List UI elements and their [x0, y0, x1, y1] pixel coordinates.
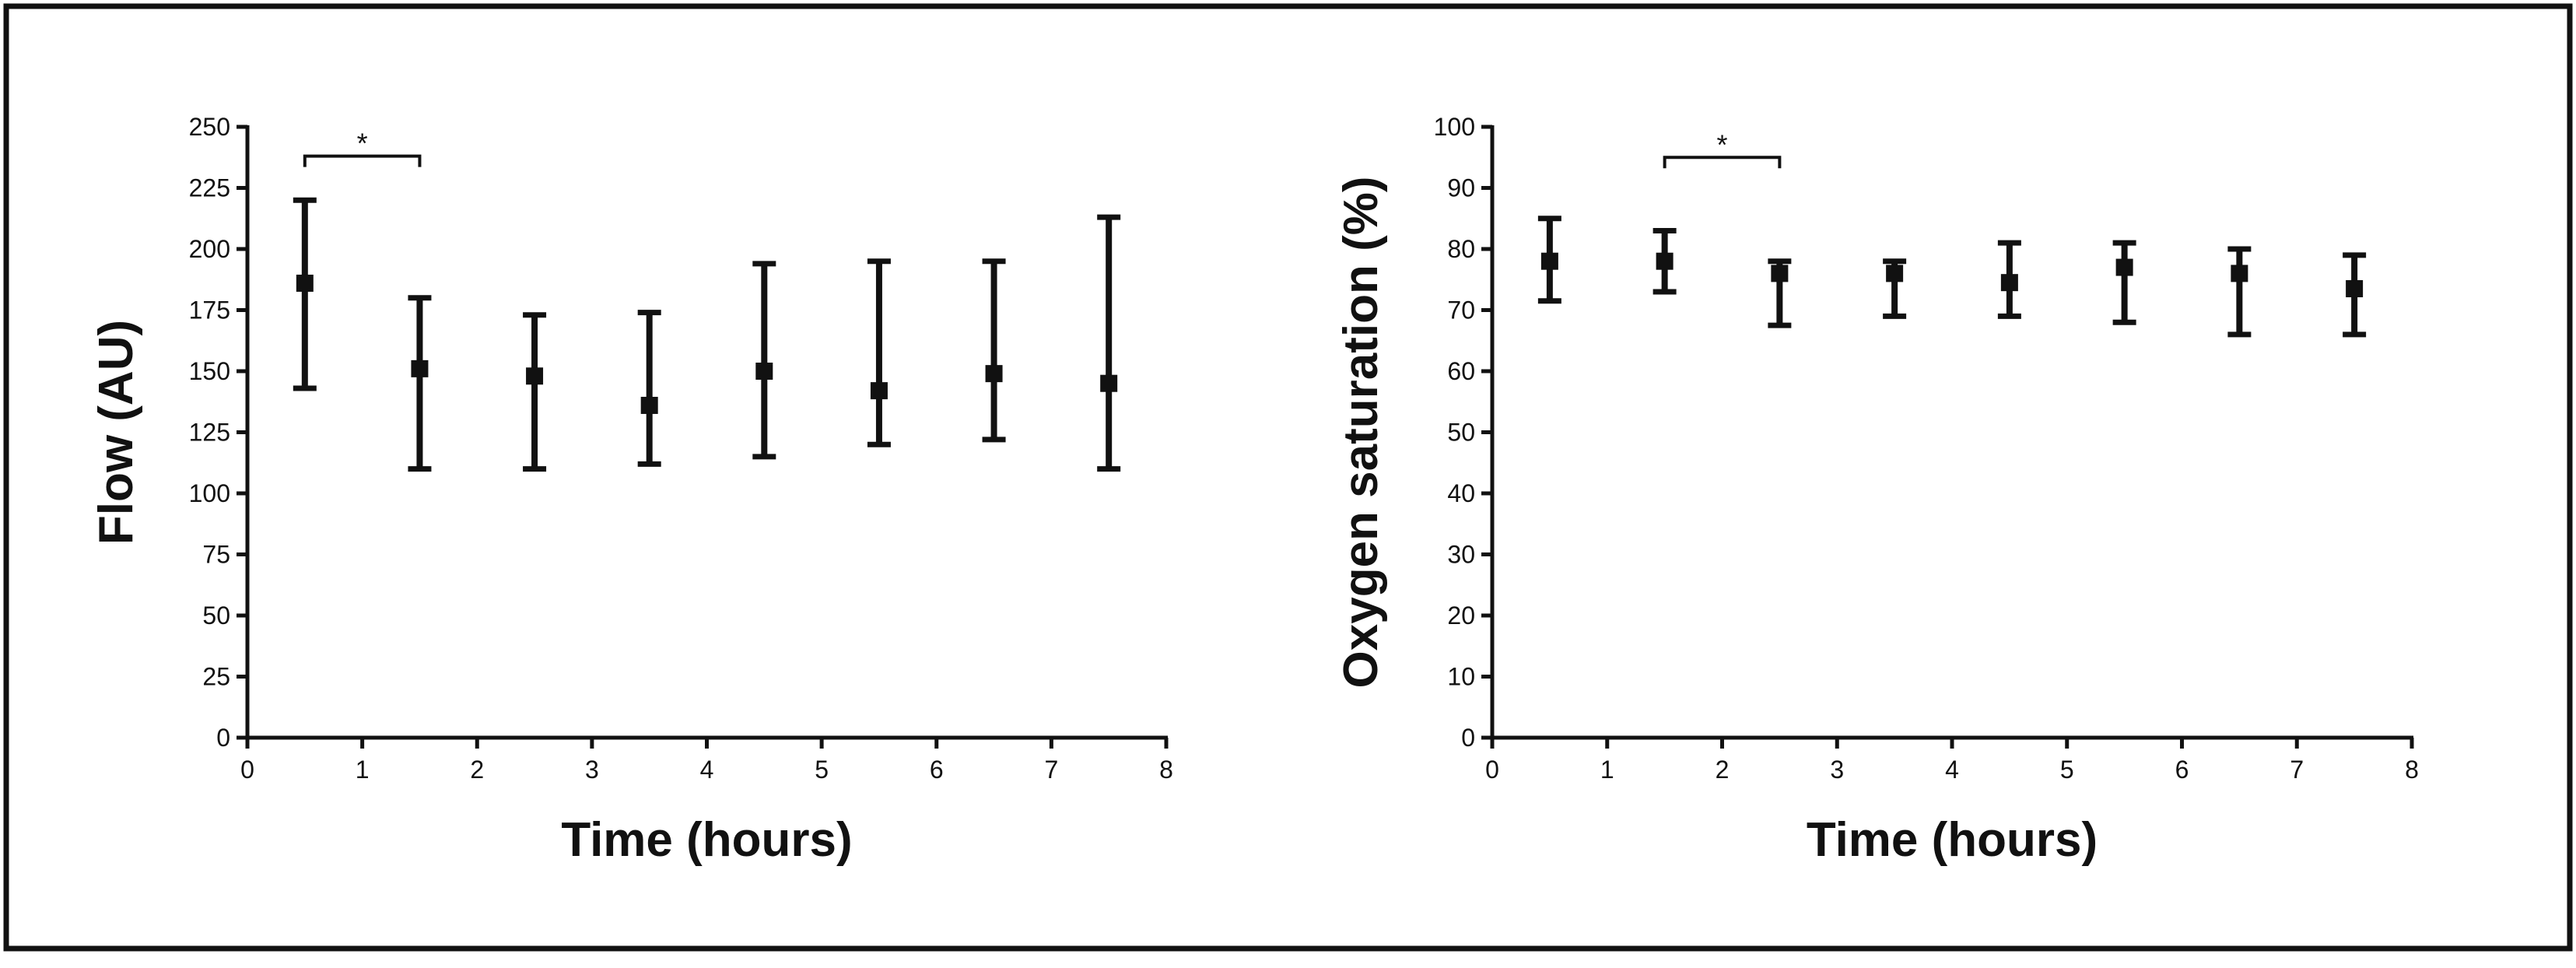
x-tick-label: 8	[2405, 756, 2419, 784]
x-tick-label: 5	[815, 756, 829, 784]
data-point	[526, 367, 544, 385]
y-axis-title: Oxygen saturation (%)	[1334, 177, 1388, 689]
y-tick-label: 40	[1447, 479, 1475, 507]
x-tick-label: 0	[240, 756, 254, 784]
data-point	[1540, 252, 1558, 270]
y-tick-label: 90	[1447, 174, 1475, 202]
data-point	[1656, 252, 1674, 270]
x-tick-label: 1	[1600, 756, 1614, 784]
y-tick-label: 50	[202, 601, 230, 630]
data-point	[1886, 265, 1904, 282]
data-point	[2346, 280, 2364, 298]
x-axis-title: Time (hours)	[1807, 813, 2098, 867]
y-tick-label: 60	[1447, 357, 1475, 385]
x-tick-label: 3	[585, 756, 599, 784]
significance-star: *	[357, 128, 368, 160]
x-tick-label: 2	[470, 756, 484, 784]
x-tick-label: 7	[2290, 756, 2304, 784]
x-tick-label: 8	[1159, 756, 1173, 784]
y-tick-label: 0	[216, 724, 230, 752]
y-tick-label: 80	[1447, 235, 1475, 263]
y-tick-label: 0	[1461, 724, 1475, 752]
flow-chart: 0 1 2 3 4 5 6 7 8 0 25 50 75 100 125 150 175 200 225 250 Tim…	[89, 113, 1173, 867]
figure-frame	[3, 3, 2573, 952]
y-axis-title: Flow (AU)	[89, 320, 143, 545]
data-point	[2000, 274, 2018, 292]
significance-bracket	[1663, 156, 1782, 169]
data-point	[1100, 374, 1118, 392]
y-tick-label: 25	[202, 663, 230, 691]
data-point	[1771, 265, 1789, 282]
data-point	[640, 396, 658, 414]
data-point	[755, 363, 773, 380]
y-tick-label: 50	[1447, 419, 1475, 447]
x-tick-label: 2	[1716, 756, 1730, 784]
data-point	[870, 382, 888, 400]
x-tick-label: 5	[2060, 756, 2074, 784]
x-axis-title: Time (hours)	[561, 813, 852, 867]
y-tick-label: 10	[1447, 663, 1475, 691]
x-tick-label: 4	[700, 756, 714, 784]
x-tick-label: 4	[1945, 756, 1959, 784]
data-point	[985, 365, 1003, 383]
y-tick-label: 100	[189, 479, 230, 507]
data-point	[296, 274, 314, 292]
x-tick-label: 6	[2175, 756, 2189, 784]
x-tick-label: 6	[930, 756, 944, 784]
x-tick-label: 0	[1485, 756, 1499, 784]
x-tick-label: 7	[1044, 756, 1058, 784]
y-tick-label: 20	[1447, 601, 1475, 630]
x-tick-label: 1	[356, 756, 370, 784]
y-tick-label: 30	[1447, 541, 1475, 569]
y-tick-label: 175	[189, 296, 230, 324]
significance-bracket	[303, 154, 422, 167]
y-tick-label: 100	[1434, 113, 1475, 141]
y-tick-label: 225	[189, 174, 230, 202]
y-tick-label: 70	[1447, 296, 1475, 324]
y-tick-label: 150	[189, 357, 230, 385]
data-point	[411, 359, 429, 377]
y-tick-label: 250	[189, 113, 230, 141]
data-point	[2231, 265, 2248, 282]
y-tick-label: 125	[189, 419, 230, 447]
significance-star: *	[1716, 128, 1727, 160]
data-point	[2115, 258, 2133, 276]
y-tick-label: 200	[189, 235, 230, 263]
x-tick-label: 3	[1830, 756, 1844, 784]
y-tick-label: 75	[202, 541, 230, 569]
